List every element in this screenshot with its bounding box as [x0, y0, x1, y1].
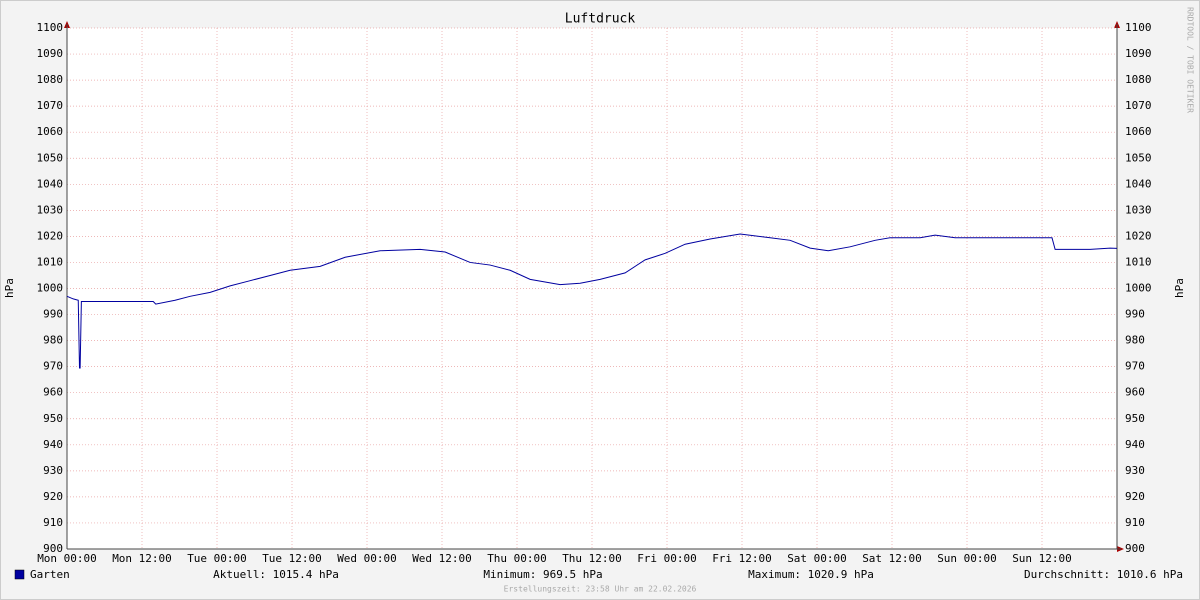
chart-title: Luftdruck [565, 12, 636, 27]
y-tick-label: 1020 [37, 229, 64, 242]
y-tick-label: 960 [43, 386, 63, 399]
x-tick-label: Sat 12:00 [862, 552, 922, 565]
y2-tick-label: 900 [1125, 542, 1145, 555]
legend-stat: Aktuell: 1015.4 hPa [213, 568, 339, 581]
y-tick-label: 990 [43, 308, 63, 321]
y-tick-label: 980 [43, 334, 63, 347]
x-tick-label: Fri 12:00 [712, 552, 772, 565]
y2-tick-label: 980 [1125, 334, 1145, 347]
y2-tick-label: 910 [1125, 516, 1145, 529]
y2-tick-label: 970 [1125, 360, 1145, 373]
y2-tick-label: 920 [1125, 490, 1145, 503]
legend-stat: Minimum: 969.5 hPa [483, 568, 602, 581]
y2-tick-label: 1090 [1125, 47, 1152, 60]
y-tick-label: 1030 [37, 203, 64, 216]
y-tick-label: 1050 [37, 151, 64, 164]
y-tick-label: 1080 [37, 73, 64, 86]
y-axis-label: hPa [3, 278, 16, 298]
data-line [66, 233, 1118, 369]
y2-tick-label: 1050 [1125, 151, 1152, 164]
y2-tick-label: 990 [1125, 308, 1145, 321]
y-tick-label: 970 [43, 360, 63, 373]
x-tick-label: Thu 12:00 [562, 552, 622, 565]
y2-tick-label: 1060 [1125, 125, 1152, 138]
y2-tick-label: 960 [1125, 386, 1145, 399]
legend-stat: Maximum: 1020.9 hPa [748, 568, 874, 581]
x-tick-label: Sat 00:00 [787, 552, 847, 565]
y-tick-label: 910 [43, 516, 63, 529]
y-tick-label: 1040 [37, 177, 64, 190]
x-tick-label: Sun 12:00 [1012, 552, 1072, 565]
x-tick-label: Thu 00:00 [487, 552, 547, 565]
watermark: RRDTOOL / TOBI OETIKER [1186, 7, 1195, 113]
x-tick-label: Wed 12:00 [412, 552, 472, 565]
y-tick-label: 900 [43, 542, 63, 555]
y-tick-label: 1000 [37, 282, 64, 295]
legend-stat: Durchschnitt: 1010.6 hPa [1024, 568, 1183, 581]
y2-tick-label: 1010 [1125, 255, 1152, 268]
x-tick-label: Tue 12:00 [262, 552, 322, 565]
y-tick-label: 930 [43, 464, 63, 477]
y2-tick-label: 940 [1125, 438, 1145, 451]
x-tick-label: Mon 12:00 [112, 552, 172, 565]
y-tick-label: 1100 [37, 21, 64, 34]
x-tick-label: Fri 00:00 [637, 552, 697, 565]
y2-tick-label: 1100 [1125, 21, 1152, 34]
y2-tick-label: 1070 [1125, 99, 1152, 112]
y-tick-label: 920 [43, 490, 63, 503]
legend-label: Garten [30, 568, 70, 581]
y2-tick-label: 1080 [1125, 73, 1152, 86]
y-tick-label: 1090 [37, 47, 64, 60]
y2-tick-label: 1000 [1125, 282, 1152, 295]
y2-tick-label: 1020 [1125, 229, 1152, 242]
x-tick-label: Wed 00:00 [337, 552, 397, 565]
y2-axis-label: hPa [1173, 278, 1186, 298]
y2-tick-label: 1030 [1125, 203, 1152, 216]
x-tick-label: Sun 00:00 [937, 552, 997, 565]
legend-swatch [14, 569, 25, 580]
y-tick-label: 1010 [37, 255, 64, 268]
footer: Erstellungszeit: 23:58 Uhr am 22.02.2026 [504, 585, 697, 594]
y2-tick-label: 1040 [1125, 177, 1152, 190]
y-tick-label: 940 [43, 438, 63, 451]
y2-tick-label: 950 [1125, 412, 1145, 425]
y-tick-label: 950 [43, 412, 63, 425]
y-tick-label: 1070 [37, 99, 64, 112]
x-tick-label: Mon 00:00 [37, 552, 97, 565]
y-tick-label: 1060 [37, 125, 64, 138]
x-tick-label: Tue 00:00 [187, 552, 247, 565]
y2-tick-label: 930 [1125, 464, 1145, 477]
